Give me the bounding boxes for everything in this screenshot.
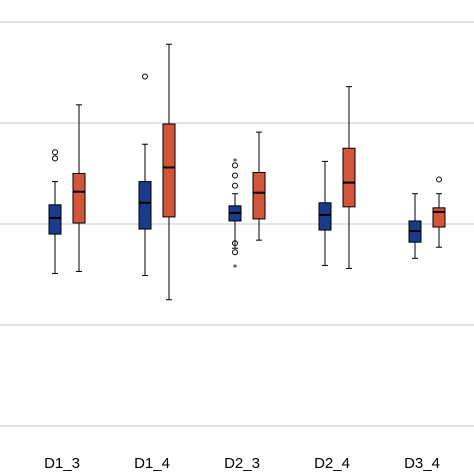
box-d2-3-series-1-outlier-2: * [233,157,238,167]
box-d2-3-series-1-outlier-6: * [233,263,238,273]
box-d2-3-series-1: ** [228,157,242,273]
box-d2-4-series-2-iqr [342,147,356,208]
x-tick-label: D1_4 [134,455,170,472]
box-d2-4-series-1-iqr [318,202,332,231]
x-tick-label: D1_3 [44,455,80,472]
x-tick-label: D2_3 [224,455,260,472]
box-d1-3-series-1-iqr [48,204,62,235]
box-d2-4-series-1 [318,160,332,266]
box-d3-4-series-1 [408,193,422,259]
label-layer: D1_3 D1_4 D2_3 D2_4 D3_4 [44,455,440,472]
box-d1-4-series-1-outlier-0 [142,73,148,80]
box-d2-3-series-1-outlier-1 [232,162,238,169]
box-d1-4-series-2-iqr [162,123,176,218]
x-tick-label: D3_4 [404,455,440,472]
box-d1-4-series-2 [162,43,176,301]
grid-layer [0,21,474,427]
box-d1-3-series-2 [72,104,86,272]
box-d2-3-series-1-outlier-4 [232,240,238,247]
box-d3-4-series-2-outlier-0 [436,176,442,183]
box-d1-3-series-1 [48,149,62,274]
box-d2-3-series-1-outlier-3 [232,182,238,189]
x-tick-label: D2_4 [314,455,350,472]
box-d2-3-series-2 [252,131,266,241]
box-d1-4-series-1-iqr [138,181,152,230]
box-d1-3-series-1-outlier-0 [52,149,58,156]
box-d2-3-series-2-iqr [252,171,266,220]
box-layer: ** [48,43,446,301]
box-d2-3-series-1-outlier-0 [232,172,238,179]
box-d1-3-series-1-outlier-1 [52,155,58,162]
box-d3-4-series-2 [432,176,446,248]
box-d3-4-series-2-iqr [432,207,446,228]
box-d1-4-series-1 [138,73,152,277]
box-d2-3-series-1-outlier-5 [232,249,238,256]
box-d1-3-series-2-iqr [72,173,86,224]
box-d2-4-series-2 [342,86,356,269]
